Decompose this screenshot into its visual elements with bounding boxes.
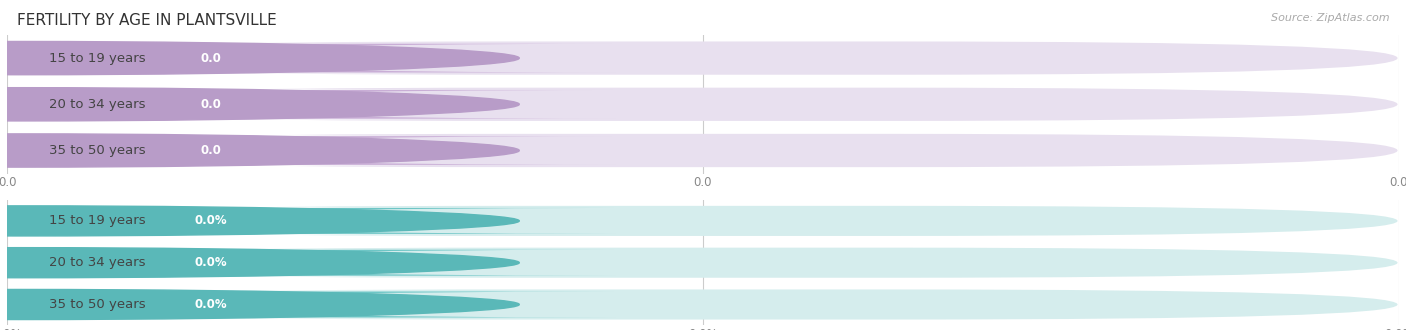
Text: 15 to 19 years: 15 to 19 years [49, 51, 145, 65]
FancyBboxPatch shape [8, 289, 1398, 319]
FancyBboxPatch shape [0, 208, 617, 234]
FancyBboxPatch shape [0, 136, 617, 165]
Circle shape [0, 206, 519, 236]
Circle shape [0, 42, 519, 75]
FancyBboxPatch shape [0, 44, 617, 72]
FancyBboxPatch shape [0, 291, 617, 317]
FancyBboxPatch shape [0, 135, 478, 166]
Text: 15 to 19 years: 15 to 19 years [49, 214, 145, 227]
Text: 0.0: 0.0 [201, 144, 221, 157]
Text: 20 to 34 years: 20 to 34 years [49, 98, 145, 111]
Circle shape [0, 248, 519, 278]
Text: 0.0%: 0.0% [194, 214, 228, 227]
FancyBboxPatch shape [0, 90, 617, 118]
FancyBboxPatch shape [8, 88, 1398, 121]
FancyBboxPatch shape [8, 206, 1398, 236]
Text: 0.0: 0.0 [201, 51, 221, 65]
Text: FERTILITY BY AGE IN PLANTSVILLE: FERTILITY BY AGE IN PLANTSVILLE [17, 13, 277, 28]
FancyBboxPatch shape [0, 43, 478, 73]
Circle shape [0, 134, 519, 167]
Text: 0.0%: 0.0% [194, 298, 228, 311]
Text: 35 to 50 years: 35 to 50 years [49, 298, 145, 311]
FancyBboxPatch shape [0, 89, 478, 119]
Text: 0.0: 0.0 [201, 98, 221, 111]
Circle shape [0, 289, 519, 319]
FancyBboxPatch shape [8, 248, 1398, 278]
FancyBboxPatch shape [8, 134, 1398, 167]
Text: 35 to 50 years: 35 to 50 years [49, 144, 145, 157]
FancyBboxPatch shape [0, 250, 617, 276]
FancyBboxPatch shape [8, 42, 1398, 75]
Text: 20 to 34 years: 20 to 34 years [49, 256, 145, 269]
FancyBboxPatch shape [0, 249, 478, 277]
FancyBboxPatch shape [0, 207, 478, 235]
Text: Source: ZipAtlas.com: Source: ZipAtlas.com [1271, 13, 1389, 23]
Circle shape [0, 88, 519, 121]
FancyBboxPatch shape [0, 291, 478, 318]
Text: 0.0%: 0.0% [194, 256, 228, 269]
